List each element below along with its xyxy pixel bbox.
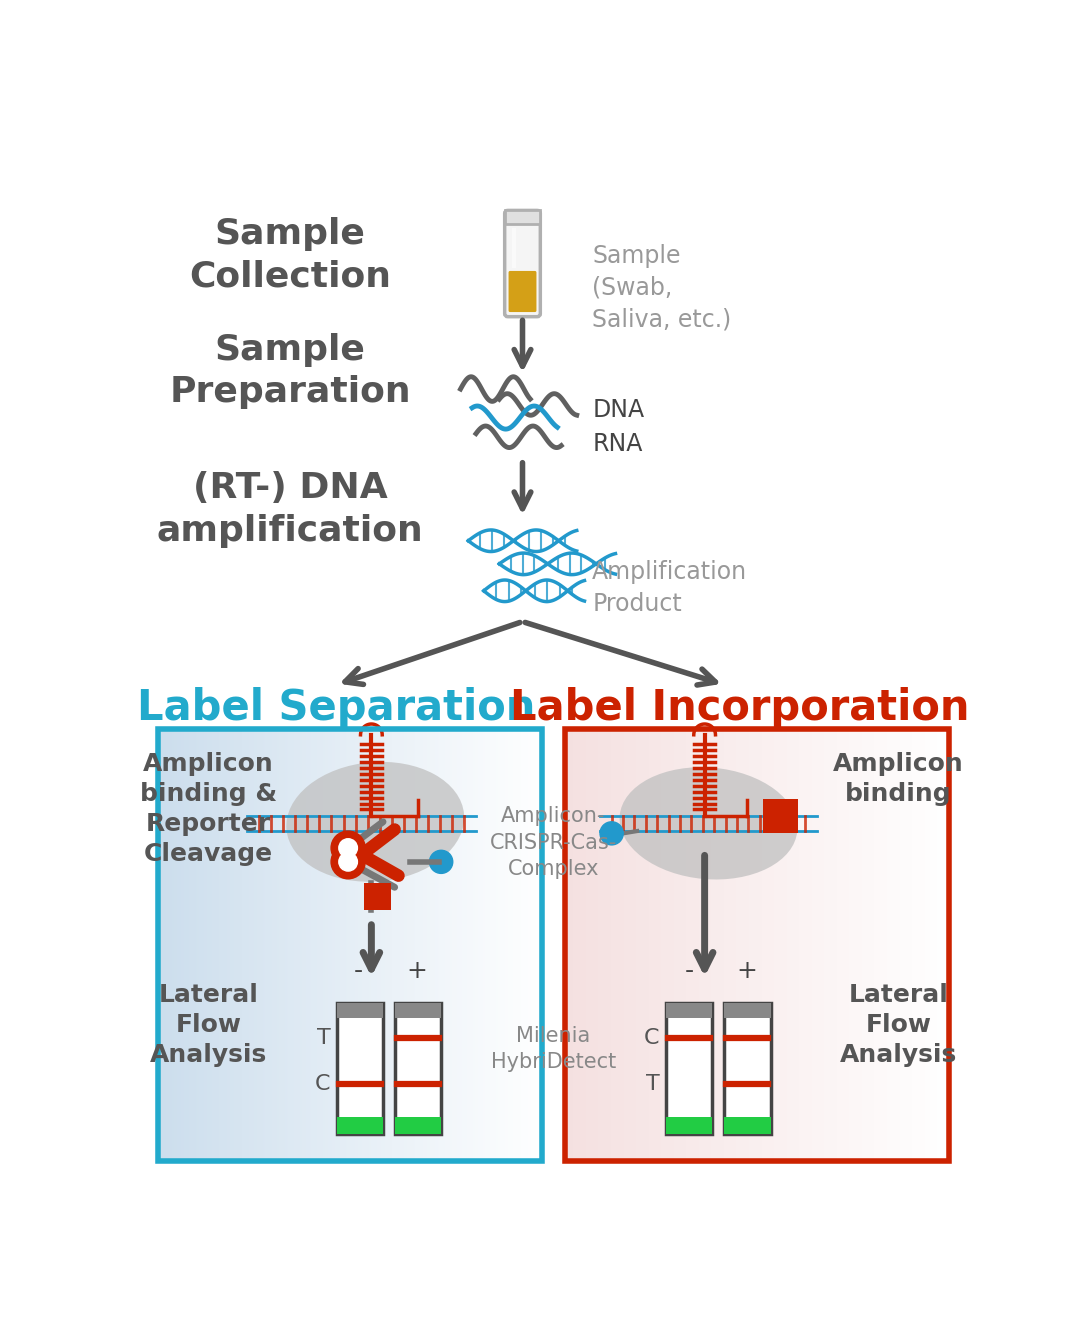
Circle shape xyxy=(339,839,357,858)
Text: Lateral
Flow
Analysis: Lateral Flow Analysis xyxy=(840,983,957,1067)
Bar xyxy=(724,1003,770,1133)
Bar xyxy=(364,883,391,910)
Text: C: C xyxy=(314,1073,330,1093)
Bar xyxy=(394,1003,441,1019)
Text: -: - xyxy=(353,959,363,983)
Circle shape xyxy=(600,822,623,845)
FancyBboxPatch shape xyxy=(504,210,540,317)
Text: T: T xyxy=(316,1028,330,1048)
Bar xyxy=(724,1117,770,1133)
Text: Label Incorporation: Label Incorporation xyxy=(510,688,969,729)
FancyBboxPatch shape xyxy=(509,271,537,313)
Text: +: + xyxy=(737,959,758,983)
Text: Amplicon
binding: Amplicon binding xyxy=(833,753,963,806)
Text: T: T xyxy=(646,1073,660,1093)
Text: DNA
RNA: DNA RNA xyxy=(592,398,645,456)
Text: Amplification
Product: Amplification Product xyxy=(592,560,747,616)
Bar xyxy=(666,1003,713,1133)
Bar xyxy=(762,799,798,834)
Text: Sample
Collection: Sample Collection xyxy=(189,217,391,294)
Circle shape xyxy=(332,831,365,864)
Bar xyxy=(666,1117,713,1133)
Text: +: + xyxy=(406,959,427,983)
Text: Lateral
Flow
Analysis: Lateral Flow Analysis xyxy=(150,983,267,1067)
Bar xyxy=(337,1003,383,1019)
Bar xyxy=(394,1003,441,1133)
Circle shape xyxy=(339,853,357,871)
Bar xyxy=(337,1117,383,1133)
Text: Amplicon
binding &
Reporter
Cleavage: Amplicon binding & Reporter Cleavage xyxy=(140,753,278,866)
Ellipse shape xyxy=(286,762,464,882)
Bar xyxy=(565,729,948,1161)
Text: -: - xyxy=(685,959,693,983)
Text: Milenia
HybriDetect: Milenia HybriDetect xyxy=(491,1025,616,1072)
Bar xyxy=(394,1117,441,1133)
Ellipse shape xyxy=(620,767,797,879)
Text: Sample
(Swab,
Saliva, etc.): Sample (Swab, Saliva, etc.) xyxy=(592,245,731,331)
Text: Sample
Preparation: Sample Preparation xyxy=(170,332,410,408)
Text: Label Separation: Label Separation xyxy=(137,688,536,729)
Bar xyxy=(724,1003,770,1019)
Text: (RT-) DNA
amplification: (RT-) DNA amplification xyxy=(157,471,423,548)
Text: C: C xyxy=(644,1028,660,1048)
Bar xyxy=(666,1003,713,1019)
Bar xyxy=(512,227,515,267)
Circle shape xyxy=(430,850,453,874)
Bar xyxy=(337,1003,383,1133)
Circle shape xyxy=(332,845,365,879)
Text: Amplicon-
CRISPR-Cas-
Complex: Amplicon- CRISPR-Cas- Complex xyxy=(490,806,617,879)
Bar xyxy=(159,729,542,1161)
Bar xyxy=(504,210,540,225)
